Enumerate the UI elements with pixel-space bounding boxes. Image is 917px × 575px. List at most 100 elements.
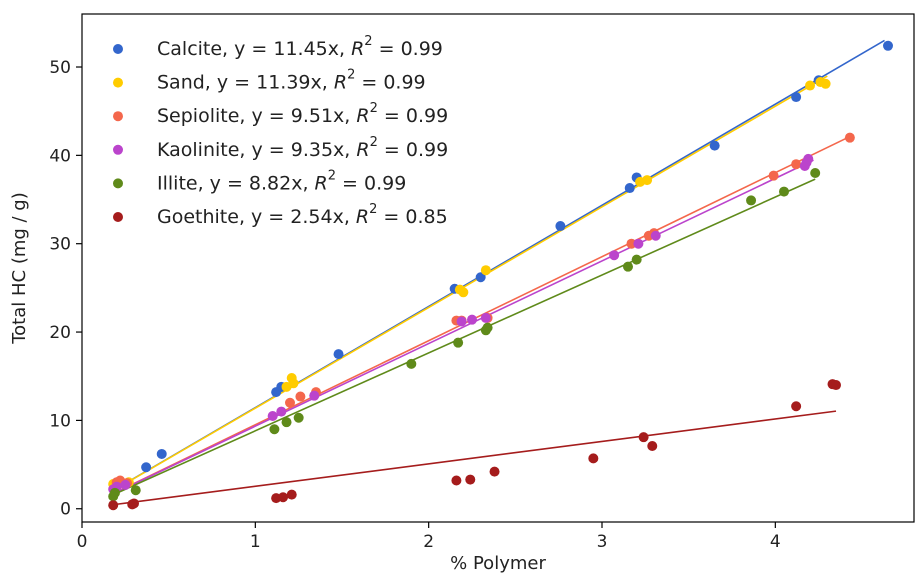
data-point-illite xyxy=(453,337,464,348)
data-point-calcite xyxy=(156,448,167,459)
legend-entry-sand: Sand, y = 11.39x, R2 = 0.99 xyxy=(157,67,426,93)
data-point-illite xyxy=(631,254,642,265)
legend-entry-goethite: Goethite, y = 2.54x, R2 = 0.85 xyxy=(157,202,448,228)
fit-line-sand xyxy=(112,75,828,492)
legend-marker-sepiolite xyxy=(113,111,123,122)
data-point-sepiolite xyxy=(285,397,295,408)
y-tick-label: 20 xyxy=(49,323,71,343)
data-point-kaolinite xyxy=(480,312,491,323)
data-point-sand xyxy=(288,378,299,389)
x-axis-label: % Polymer xyxy=(450,553,546,574)
data-point-illite xyxy=(623,261,633,272)
legend-r-symbol: R xyxy=(356,105,369,127)
data-point-goethite xyxy=(588,453,599,464)
legend-marker-calcite xyxy=(113,44,123,54)
data-point-illite xyxy=(406,358,417,369)
x-tick-label: 1 xyxy=(250,532,261,552)
legend-r2-value: = 0.99 xyxy=(373,38,443,60)
legend-superscript: 2 xyxy=(370,134,378,149)
legend-r2-value: = 0.99 xyxy=(336,172,406,194)
data-point-sand xyxy=(642,175,653,186)
data-point-kaolinite xyxy=(267,410,278,421)
x-axis: 0 1 2 3 4 xyxy=(77,522,781,552)
data-point-illite xyxy=(269,424,280,435)
data-point-illite xyxy=(779,186,789,197)
y-tick-label: 30 xyxy=(49,235,71,255)
legend-r2-value: = 0.99 xyxy=(378,105,448,127)
y-axis: 0 10 20 30 40 50 xyxy=(49,58,82,520)
data-point-illite xyxy=(109,487,120,498)
data-point-goethite xyxy=(286,489,297,500)
data-point-kaolinite xyxy=(467,314,477,325)
legend-marker-sand xyxy=(113,77,123,88)
data-point-goethite xyxy=(791,401,802,412)
data-point-kaolinite xyxy=(120,479,131,490)
legend-r-symbol: R xyxy=(356,206,369,228)
data-point-goethite xyxy=(108,500,119,511)
fit-lines xyxy=(112,39,885,506)
legend-r2-value: = 0.85 xyxy=(377,206,447,228)
legend-superscript: 2 xyxy=(328,168,336,183)
y-axis-label: Total HC (mg / g) xyxy=(9,192,30,345)
data-point-calcite xyxy=(709,140,720,151)
data-point-goethite xyxy=(129,498,139,509)
data-point-calcite xyxy=(883,40,893,51)
legend-marker-kaolinite xyxy=(113,144,123,155)
legend-superscript: 2 xyxy=(364,34,372,49)
data-point-illite xyxy=(281,417,292,428)
y-tick-label: 50 xyxy=(49,58,71,78)
legend-equation: Illite, y = 8.82x, xyxy=(157,172,315,194)
data-point-goethite xyxy=(278,492,289,503)
legend-entry-sepiolite: Sepiolite, y = 9.51x, R2 = 0.99 xyxy=(157,101,448,127)
fit-line-goethite xyxy=(116,410,837,506)
legend-equation: Kaolinite, y = 9.35x, xyxy=(157,138,356,160)
data-point-kaolinite xyxy=(609,250,620,261)
data-point-illite xyxy=(482,322,493,333)
data-point-calcite xyxy=(624,183,635,194)
data-point-illite xyxy=(293,412,304,423)
fit-line-illite xyxy=(112,178,816,496)
legend-superscript: 2 xyxy=(369,202,377,217)
data-point-sepiolite xyxy=(791,159,802,170)
legend-marker-goethite xyxy=(113,212,123,222)
x-tick-label: 4 xyxy=(770,532,781,552)
data-point-goethite xyxy=(465,474,476,485)
legend-r2-value: = 0.99 xyxy=(355,71,425,93)
data-point-calcite xyxy=(141,462,152,473)
legend-r-symbol: R xyxy=(356,138,369,160)
data-point-kaolinite xyxy=(456,316,467,327)
data-point-goethite xyxy=(489,466,500,477)
data-point-sepiolite xyxy=(768,170,779,181)
x-tick-label: 2 xyxy=(423,532,434,552)
data-point-kaolinite xyxy=(309,390,320,401)
legend-equation: Calcite, y = 11.45x, xyxy=(157,38,351,60)
data-point-illite xyxy=(130,485,141,496)
y-tick-label: 0 xyxy=(60,500,71,520)
legend-r-symbol: R xyxy=(315,172,328,194)
data-point-illite xyxy=(746,195,757,206)
data-point-sand xyxy=(458,287,469,298)
data-point-sepiolite xyxy=(626,238,637,249)
data-point-kaolinite xyxy=(803,153,814,164)
data-point-sand xyxy=(805,80,815,91)
legend-entry-kaolinite: Kaolinite, y = 9.35x, R2 = 0.99 xyxy=(157,134,448,160)
data-point-goethite xyxy=(638,432,649,443)
data-point-sepiolite xyxy=(295,391,306,402)
data-point-calcite xyxy=(791,92,802,103)
x-tick-label: 0 xyxy=(77,532,88,552)
data-point-kaolinite xyxy=(650,230,661,241)
data-point-illite xyxy=(810,168,821,179)
legend-r-symbol: R xyxy=(351,38,364,60)
data-point-goethite xyxy=(451,475,462,486)
y-tick-label: 40 xyxy=(49,146,71,166)
data-point-goethite xyxy=(647,441,658,452)
fit-line-kaolinite xyxy=(112,159,814,495)
legend-r2-value: = 0.99 xyxy=(378,138,448,160)
data-point-calcite xyxy=(333,349,344,360)
data-point-calcite xyxy=(555,221,566,232)
legend-equation: Goethite, y = 2.54x, xyxy=(157,206,356,228)
legend-superscript: 2 xyxy=(347,67,355,82)
legend-marker-illite xyxy=(113,178,123,189)
